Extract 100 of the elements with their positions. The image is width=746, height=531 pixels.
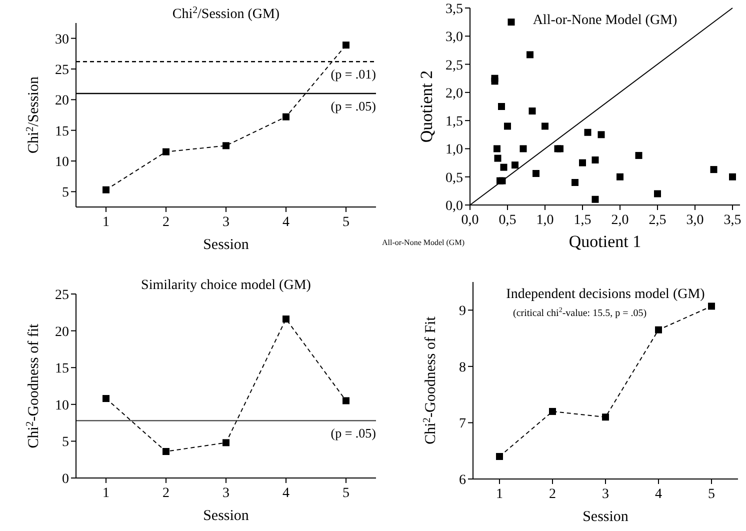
point (528, 108, 536, 115)
y-tick-label: 10 (55, 155, 69, 170)
x-tick-label: 1 (102, 215, 110, 230)
y-tick-label: 30 (55, 32, 69, 48)
point (549, 408, 556, 415)
chart-title: Independent decisions model (GM) (506, 287, 706, 302)
x-tick-label: 2 (549, 487, 556, 502)
point (592, 156, 599, 164)
point (542, 122, 548, 130)
y-tick-label: 6 (459, 473, 466, 488)
annotation: (critical chi$^{2}$-value: 15.5, p = .05) (513, 306, 647, 319)
ref-line-label: (p = .05) (330, 98, 376, 114)
y-tick-label: 9 (459, 304, 466, 320)
point (520, 145, 527, 152)
point (282, 113, 290, 120)
y-tick-label: 25 (55, 63, 69, 78)
x-tick-label: 4 (282, 486, 290, 501)
x-tick-label: 5 (342, 486, 350, 501)
point (508, 18, 515, 26)
x-tick-label: 5 (342, 215, 350, 230)
point (556, 145, 564, 152)
point (592, 196, 599, 203)
y-tick-label: 15 (55, 362, 69, 377)
point (598, 131, 605, 138)
point (222, 142, 230, 150)
chart-title: Similarity choice model (GM) (141, 278, 312, 293)
point (654, 190, 661, 198)
x-tick-label: 1,0 (536, 213, 554, 228)
x-axis-title: Quotient 1 (568, 232, 642, 251)
y-tick-label: 0,0 (446, 199, 463, 214)
x-tick-label: 1 (102, 486, 110, 501)
y-tick-label: 8 (459, 360, 466, 376)
point (342, 42, 350, 49)
y-tick-label: 25 (55, 288, 69, 303)
point (532, 170, 540, 177)
x-tick-label: 1 (496, 487, 503, 502)
point (635, 152, 642, 159)
point (572, 178, 578, 186)
point (512, 162, 518, 169)
x-tick-label: 2 (162, 486, 170, 501)
chart-title: Chi$^{2}$/Session (GM) (172, 4, 280, 22)
x-axis-title: Session (582, 509, 629, 525)
point (494, 145, 500, 152)
point (496, 452, 503, 460)
point (162, 148, 170, 156)
point (498, 103, 505, 110)
x-tick-label: 3 (222, 215, 230, 230)
point (602, 414, 609, 421)
point (579, 159, 586, 166)
y-tick-label: 2,0 (446, 86, 463, 102)
x-tick-label: 3,0 (686, 213, 704, 228)
point (526, 51, 534, 58)
text: All-or-None Model (GM) (382, 238, 465, 247)
x-axis-title: Session (203, 237, 250, 253)
y-tick-label: 0,5 (446, 170, 463, 186)
point (342, 397, 350, 404)
point (616, 173, 624, 180)
y-tick-label: 1,5 (446, 114, 463, 130)
point (102, 395, 110, 402)
point (708, 302, 715, 310)
y-tick-label: 7 (459, 416, 466, 432)
x-tick-label: 0,5 (498, 213, 516, 228)
y-tick-label: 15 (55, 124, 69, 140)
x-tick-label: 2,0 (611, 213, 629, 228)
chart-title: All-or-None Model (GM) (532, 13, 678, 28)
x-tick-label: 1,5 (574, 213, 592, 228)
x-tick-label: 2,5 (648, 213, 666, 228)
point (504, 122, 511, 130)
point (584, 128, 592, 136)
y-tick-label: 20 (55, 324, 69, 340)
point (162, 448, 170, 456)
y-axis-title: Quotient 2 (417, 70, 436, 143)
point (282, 316, 290, 323)
ref-line-label: (p = .05) (330, 426, 376, 441)
y-tick-label: 10 (55, 398, 69, 414)
point (102, 186, 110, 194)
y-tick-label: 20 (55, 94, 69, 109)
x-tick-label: 4 (655, 487, 662, 502)
ref-line-label: (p = .01) (330, 66, 376, 82)
y-tick-label: 3,0 (446, 30, 463, 46)
y-tick-label: 5 (62, 186, 69, 201)
x-tick-label: 4 (282, 215, 290, 230)
x-axis-title: Session (203, 508, 250, 524)
y-tick-label: 3,5 (446, 2, 463, 17)
y-tick-label: 5 (62, 435, 69, 450)
point (655, 326, 662, 334)
x-tick-label: 2 (162, 215, 170, 230)
x-tick-label: 5 (708, 487, 715, 502)
y-tick-label: 1,0 (446, 142, 463, 158)
point (729, 173, 736, 180)
point (494, 154, 502, 162)
x-tick-label: 3 (222, 486, 230, 501)
point (500, 164, 508, 171)
point (710, 166, 718, 174)
x-tick-label: 3 (602, 487, 609, 502)
y-tick-label: 0 (62, 472, 69, 487)
point (491, 78, 498, 85)
point (222, 439, 230, 446)
x-tick-label: 3,5 (724, 213, 742, 228)
y-tick-label: 2,5 (446, 58, 463, 74)
